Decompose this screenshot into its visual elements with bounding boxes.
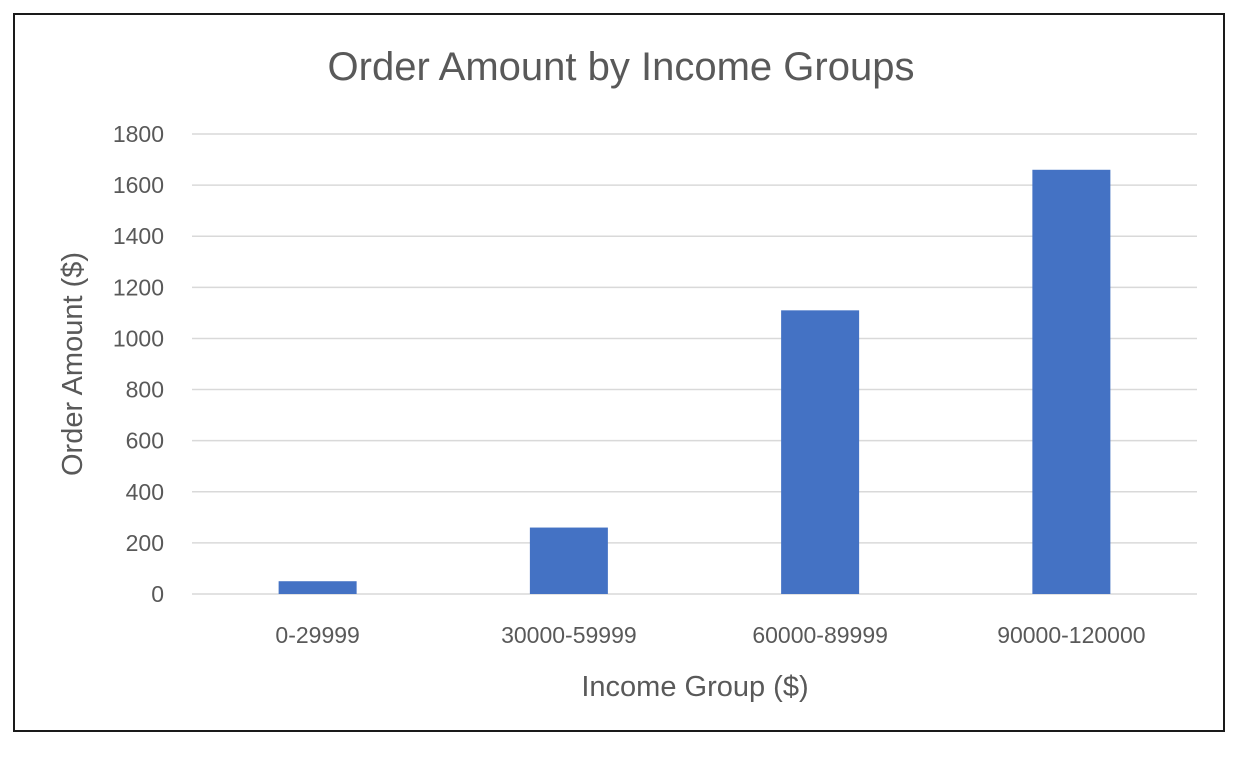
- y-tick-label: 1800: [113, 121, 164, 147]
- bar-0-29999: [278, 581, 357, 594]
- gridlines: [192, 133, 1197, 595]
- y-tick-label: 0: [151, 581, 164, 607]
- y-tick-label: 1000: [113, 325, 164, 351]
- bars: [278, 169, 1111, 594]
- y-tick-label: 1200: [113, 274, 164, 300]
- y-axis-ticks: 0 200 400 600 800 1000 1200 1400 1600 1800: [113, 121, 164, 607]
- y-tick-label: 600: [126, 428, 164, 454]
- chart-title: Order Amount by Income Groups: [328, 45, 915, 89]
- x-tick-label: 0-29999: [275, 622, 359, 648]
- y-tick-label: 800: [126, 377, 164, 403]
- bar-60000-89999: [781, 310, 860, 594]
- y-tick-label: 200: [126, 530, 164, 556]
- x-tick-label: 60000-89999: [752, 622, 888, 648]
- bar-30000-59999: [529, 527, 608, 594]
- y-tick-label: 1600: [113, 172, 164, 198]
- chart-frame: [13, 13, 1225, 732]
- y-tick-label: 1400: [113, 223, 164, 249]
- x-tick-label: 30000-59999: [501, 622, 637, 648]
- y-axis-label: Order Amount ($): [57, 252, 89, 476]
- x-axis-label: Income Group ($): [581, 671, 808, 703]
- y-tick-label: 400: [126, 479, 164, 505]
- x-axis-ticks: 0-29999 30000-59999 60000-89999 90000-12000…: [275, 622, 1145, 648]
- x-tick-label: 90000-120000: [997, 622, 1145, 648]
- bar-90000-120000: [1032, 169, 1111, 594]
